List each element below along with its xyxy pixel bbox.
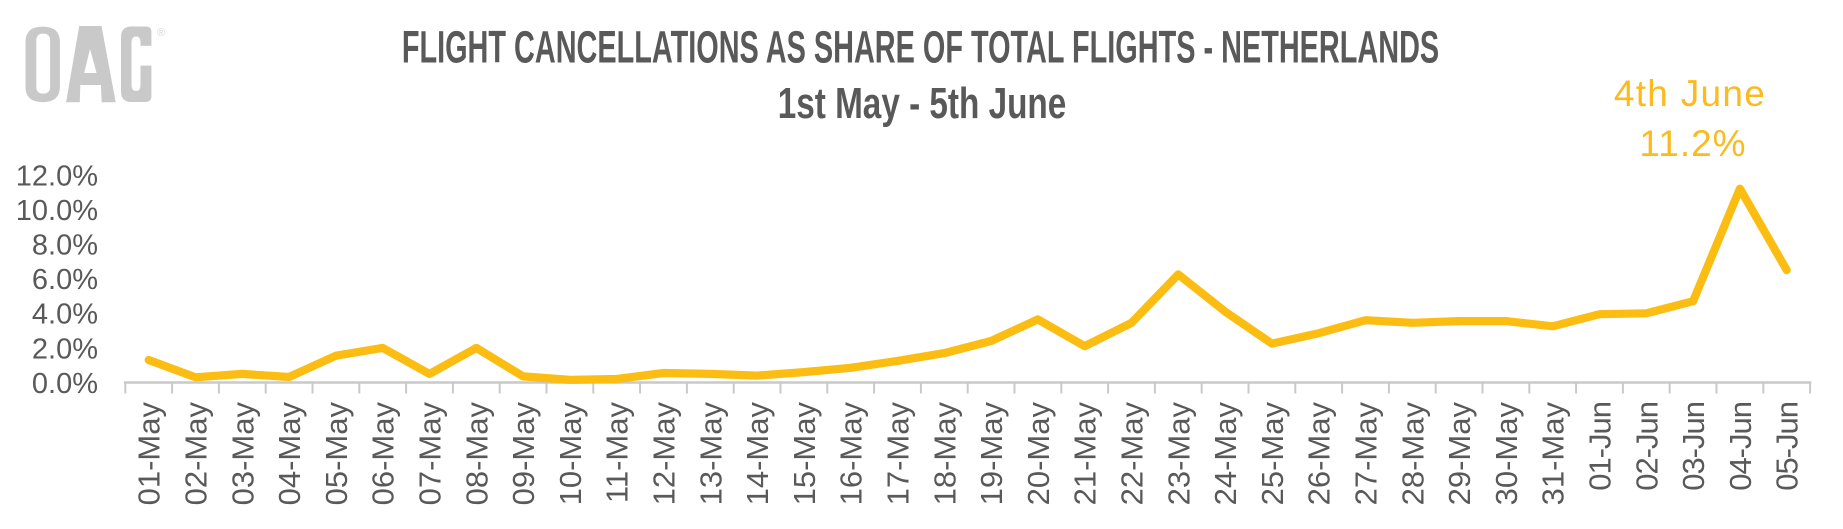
- svg-text:05-Jun: 05-Jun: [1770, 402, 1805, 491]
- svg-text:24-May: 24-May: [1208, 402, 1243, 506]
- svg-text:18-May: 18-May: [927, 402, 962, 506]
- svg-text:17-May: 17-May: [881, 402, 916, 506]
- svg-text:02-May: 02-May: [179, 402, 214, 506]
- svg-text:02-Jun: 02-Jun: [1629, 402, 1664, 491]
- svg-text:19-May: 19-May: [974, 402, 1009, 506]
- svg-text:09-May: 09-May: [506, 402, 541, 506]
- svg-text:4th June: 4th June: [1614, 73, 1766, 114]
- svg-text:26-May: 26-May: [1302, 402, 1337, 506]
- svg-text:6.0%: 6.0%: [32, 264, 98, 296]
- svg-text:2.0%: 2.0%: [32, 333, 98, 365]
- svg-text:06-May: 06-May: [366, 402, 401, 506]
- svg-text:8.0%: 8.0%: [32, 230, 98, 262]
- svg-text:27-May: 27-May: [1349, 402, 1384, 506]
- svg-text:11.2%: 11.2%: [1639, 123, 1746, 164]
- svg-text:10-May: 10-May: [553, 402, 588, 506]
- svg-text:30-May: 30-May: [1489, 402, 1524, 506]
- svg-text:01-Jun: 01-Jun: [1583, 402, 1618, 491]
- svg-text:13-May: 13-May: [693, 402, 728, 506]
- svg-text:05-May: 05-May: [319, 402, 354, 506]
- svg-text:08-May: 08-May: [459, 402, 494, 506]
- svg-text:07-May: 07-May: [413, 402, 448, 506]
- svg-text:20-May: 20-May: [1021, 402, 1056, 506]
- svg-text:4.0%: 4.0%: [32, 299, 98, 331]
- svg-text:03-May: 03-May: [225, 402, 260, 506]
- svg-text:12-May: 12-May: [647, 402, 682, 506]
- svg-text:22-May: 22-May: [1115, 402, 1150, 506]
- svg-text:23-May: 23-May: [1161, 402, 1196, 506]
- svg-text:®: ®: [157, 27, 165, 39]
- svg-text:01-May: 01-May: [132, 402, 167, 506]
- svg-text:31-May: 31-May: [1536, 402, 1571, 506]
- svg-text:04-May: 04-May: [272, 402, 307, 506]
- svg-text:1st May - 5th June: 1st May - 5th June: [778, 80, 1067, 128]
- svg-text:FLIGHT CANCELLATIONS AS SHARE: FLIGHT CANCELLATIONS AS SHARE OF TOTAL F…: [402, 22, 1439, 73]
- svg-text:29-May: 29-May: [1442, 402, 1477, 506]
- svg-text:25-May: 25-May: [1255, 402, 1290, 506]
- svg-text:21-May: 21-May: [1068, 402, 1103, 506]
- svg-text:16-May: 16-May: [834, 402, 869, 506]
- svg-text:0.0%: 0.0%: [32, 368, 98, 400]
- svg-text:03-Jun: 03-Jun: [1676, 402, 1711, 491]
- svg-text:28-May: 28-May: [1395, 402, 1430, 506]
- svg-text:04-Jun: 04-Jun: [1723, 402, 1758, 491]
- svg-text:15-May: 15-May: [787, 402, 822, 506]
- svg-text:11-May: 11-May: [600, 402, 635, 504]
- svg-text:14-May: 14-May: [740, 402, 775, 506]
- svg-text:12.0%: 12.0%: [16, 160, 98, 192]
- svg-text:10.0%: 10.0%: [16, 195, 98, 227]
